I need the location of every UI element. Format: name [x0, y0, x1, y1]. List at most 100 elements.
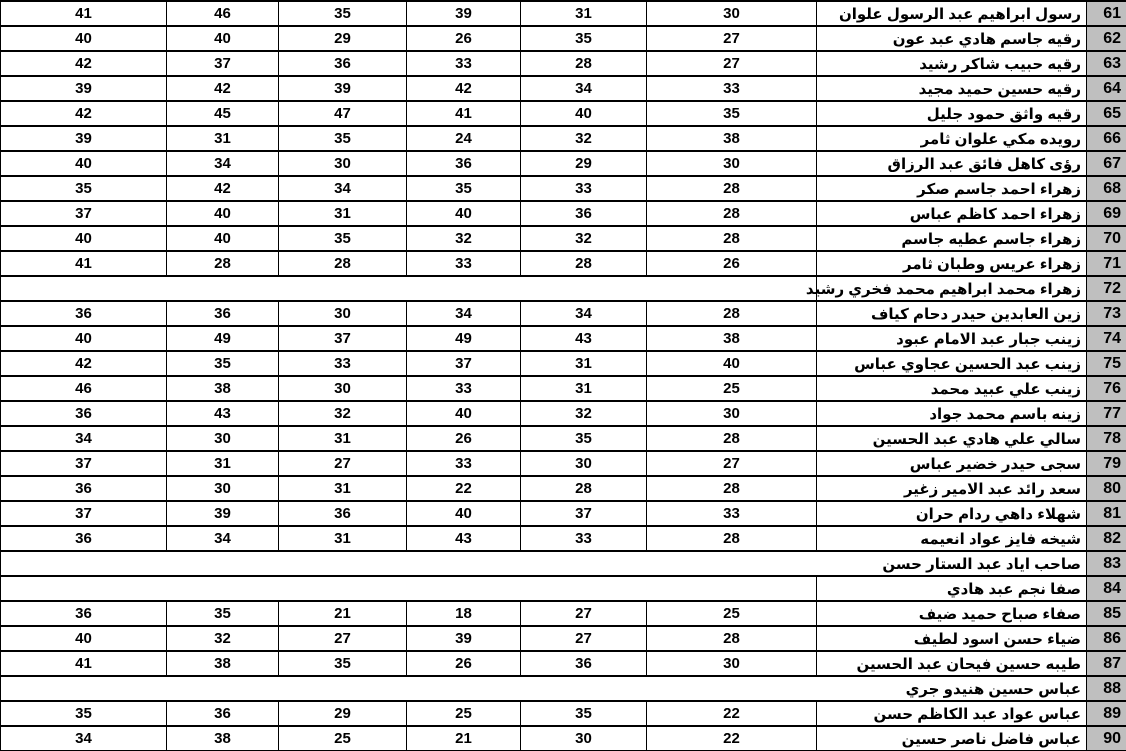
score-cell[interactable]: 40	[406, 400, 521, 427]
score-cell[interactable]: 25	[406, 700, 521, 727]
score-cell[interactable]: 34	[0, 725, 167, 751]
student-name-cell[interactable]: زين العابدين حيدر دحام كياف	[816, 300, 1087, 327]
score-cell[interactable]: 27	[278, 450, 407, 477]
score-cell[interactable]: 46	[166, 0, 279, 27]
row-number-cell[interactable]: 80	[1086, 475, 1126, 502]
student-name-cell[interactable]: صفاء صباح حميد ضيف	[816, 600, 1087, 627]
student-name-cell[interactable]: شيخه فايز عواد انعيمه	[816, 525, 1087, 552]
score-cell[interactable]: 27	[520, 625, 647, 652]
score-cell[interactable]: 27	[646, 50, 817, 77]
score-cell[interactable]: 30	[646, 150, 817, 177]
student-name-cell[interactable]: رقيه حبيب شاكر رشيد	[816, 50, 1087, 77]
score-cell[interactable]: 31	[278, 425, 407, 452]
score-cell[interactable]: 41	[406, 100, 521, 127]
student-name-cell[interactable]: زهراء عريس وطبان ثامر	[816, 250, 1087, 277]
score-cell[interactable]: 42	[166, 75, 279, 102]
score-cell[interactable]: 28	[646, 175, 817, 202]
row-number-cell[interactable]: 79	[1086, 450, 1126, 477]
score-cell[interactable]: 38	[646, 325, 817, 352]
student-name-cell[interactable]: طيبه حسين فيحان عبد الحسين	[816, 650, 1087, 677]
score-cell[interactable]: 31	[520, 0, 647, 27]
score-cell[interactable]: 30	[166, 475, 279, 502]
score-cell[interactable]: 42	[0, 350, 167, 377]
score-cell[interactable]: 27	[520, 600, 647, 627]
score-cell[interactable]: 34	[0, 425, 167, 452]
score-cell[interactable]: 33	[278, 350, 407, 377]
student-name-cell[interactable]: رسول ابراهيم عبد الرسول علوان	[816, 0, 1087, 27]
score-cell[interactable]: 43	[520, 325, 647, 352]
score-cell[interactable]: 28	[166, 250, 279, 277]
score-cell[interactable]: 35	[278, 0, 407, 27]
score-cell[interactable]: 33	[520, 175, 647, 202]
empty-scores-cell[interactable]	[0, 275, 817, 302]
score-cell[interactable]: 34	[520, 75, 647, 102]
row-number-cell[interactable]: 68	[1086, 175, 1126, 202]
score-cell[interactable]: 41	[0, 650, 167, 677]
score-cell[interactable]: 35	[520, 425, 647, 452]
score-cell[interactable]: 40	[0, 25, 167, 52]
score-cell[interactable]: 27	[646, 25, 817, 52]
score-cell[interactable]: 33	[406, 375, 521, 402]
score-cell[interactable]: 33	[646, 500, 817, 527]
score-cell[interactable]: 36	[278, 50, 407, 77]
empty-scores-cell[interactable]	[0, 675, 817, 702]
score-cell[interactable]: 32	[520, 225, 647, 252]
score-cell[interactable]: 37	[166, 50, 279, 77]
score-cell[interactable]: 36	[0, 600, 167, 627]
score-cell[interactable]: 32	[166, 625, 279, 652]
row-number-cell[interactable]: 81	[1086, 500, 1126, 527]
score-cell[interactable]: 31	[520, 350, 647, 377]
score-cell[interactable]: 30	[166, 425, 279, 452]
row-number-cell[interactable]: 72	[1086, 275, 1126, 302]
row-number-cell[interactable]: 77	[1086, 400, 1126, 427]
score-cell[interactable]: 40	[0, 225, 167, 252]
score-cell[interactable]: 40	[0, 150, 167, 177]
score-cell[interactable]: 30	[520, 725, 647, 751]
row-number-cell[interactable]: 76	[1086, 375, 1126, 402]
score-cell[interactable]: 39	[278, 75, 407, 102]
score-cell[interactable]: 36	[0, 475, 167, 502]
row-number-cell[interactable]: 64	[1086, 75, 1126, 102]
score-cell[interactable]: 26	[646, 250, 817, 277]
score-cell[interactable]: 38	[166, 650, 279, 677]
score-cell[interactable]: 39	[406, 0, 521, 27]
score-cell[interactable]: 31	[520, 375, 647, 402]
student-name-cell[interactable]: عباس فاضل ناصر حسين	[816, 725, 1087, 751]
score-cell[interactable]: 28	[646, 525, 817, 552]
score-cell[interactable]: 25	[278, 725, 407, 751]
score-cell[interactable]: 34	[278, 175, 407, 202]
score-cell[interactable]: 32	[520, 400, 647, 427]
score-cell[interactable]: 39	[406, 625, 521, 652]
score-cell[interactable]: 28	[646, 475, 817, 502]
score-cell[interactable]: 37	[278, 325, 407, 352]
score-cell[interactable]: 29	[278, 700, 407, 727]
row-number-cell[interactable]: 65	[1086, 100, 1126, 127]
score-cell[interactable]: 36	[0, 300, 167, 327]
score-cell[interactable]: 30	[278, 375, 407, 402]
score-cell[interactable]: 28	[646, 625, 817, 652]
score-cell[interactable]: 49	[406, 325, 521, 352]
score-cell[interactable]: 35	[406, 175, 521, 202]
score-cell[interactable]: 30	[278, 150, 407, 177]
score-cell[interactable]: 31	[166, 450, 279, 477]
score-cell[interactable]: 45	[166, 100, 279, 127]
row-number-cell[interactable]: 66	[1086, 125, 1126, 152]
score-cell[interactable]: 22	[646, 700, 817, 727]
row-number-cell[interactable]: 83	[1086, 550, 1126, 577]
score-cell[interactable]: 40	[0, 325, 167, 352]
score-cell[interactable]: 36	[520, 200, 647, 227]
score-cell[interactable]: 30	[646, 400, 817, 427]
score-cell[interactable]: 32	[520, 125, 647, 152]
score-cell[interactable]: 42	[406, 75, 521, 102]
student-name-cell[interactable]: عباس حسين هنيدو جري	[816, 675, 1087, 702]
student-name-cell[interactable]: رقيه واثق حمود جليل	[816, 100, 1087, 127]
score-cell[interactable]: 28	[646, 300, 817, 327]
score-cell[interactable]: 26	[406, 25, 521, 52]
score-cell[interactable]: 40	[166, 225, 279, 252]
score-cell[interactable]: 35	[278, 225, 407, 252]
score-cell[interactable]: 35	[646, 100, 817, 127]
row-number-cell[interactable]: 90	[1086, 725, 1126, 751]
student-name-cell[interactable]: سجى حيدر خضير عباس	[816, 450, 1087, 477]
row-number-cell[interactable]: 69	[1086, 200, 1126, 227]
score-cell[interactable]: 37	[520, 500, 647, 527]
